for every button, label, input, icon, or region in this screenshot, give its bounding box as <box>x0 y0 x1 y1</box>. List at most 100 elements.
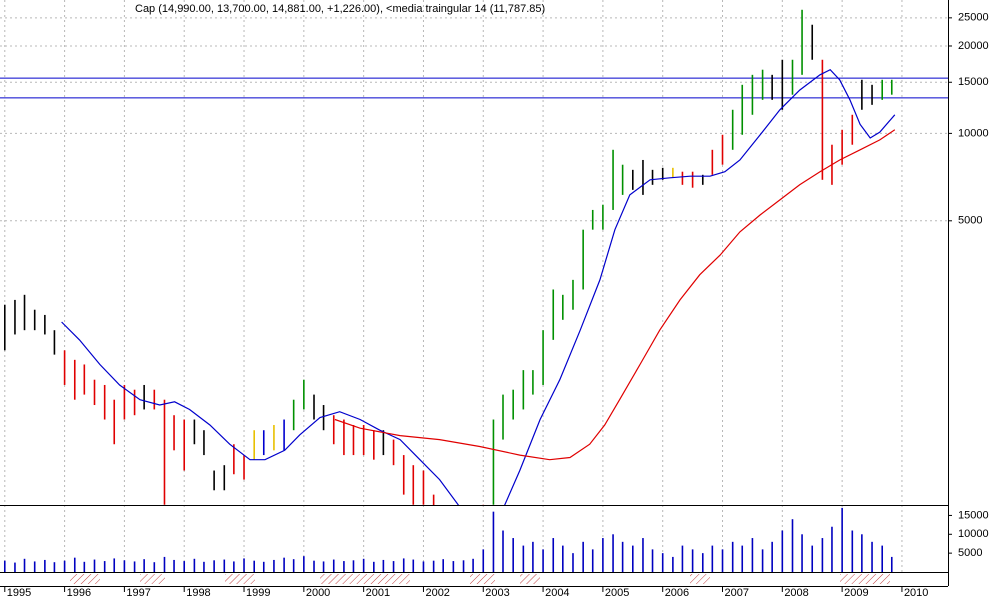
volume-bar <box>253 560 255 572</box>
volume-bar <box>681 545 684 572</box>
volume-bar <box>262 561 265 572</box>
volume-bar <box>153 562 156 572</box>
volume-bar <box>373 561 375 572</box>
volume-bar <box>861 534 863 572</box>
volume-bar <box>472 558 474 572</box>
price-panel <box>0 9 948 505</box>
volume-bar <box>432 560 435 572</box>
y-tick-label: 25000 <box>958 12 989 24</box>
volume-bar <box>233 561 235 572</box>
volume-bar <box>562 545 564 572</box>
volume-bar <box>352 560 355 572</box>
volume-bar <box>362 558 365 572</box>
volume-bar <box>322 561 325 572</box>
volume-bar <box>303 556 305 572</box>
volume-bar <box>691 549 694 572</box>
volume-bar <box>203 561 205 572</box>
strip-hatch <box>225 574 255 584</box>
moving-average <box>61 68 896 505</box>
x-tick-label: 1999 <box>246 587 270 599</box>
volume-bar <box>243 558 245 572</box>
y-tick-label: 15000 <box>958 76 989 88</box>
volume-bar <box>582 541 584 572</box>
volume-bar <box>14 562 16 572</box>
y-tick-label: 20000 <box>958 40 989 52</box>
volume-bar <box>890 556 893 572</box>
volume-bar <box>651 549 654 572</box>
strip-hatch <box>840 574 890 584</box>
volume-bar <box>761 549 764 572</box>
volume-bar <box>821 538 824 572</box>
volume-bar <box>841 507 843 572</box>
volume-bar <box>621 541 624 572</box>
volume-bar <box>113 558 116 572</box>
strip-hatch <box>70 574 100 584</box>
volume-bar <box>741 545 744 572</box>
volume-bar <box>23 558 26 572</box>
volume-bar <box>93 559 96 572</box>
y-tick-label: 10000 <box>958 127 989 139</box>
volume-bar <box>801 534 803 572</box>
volume-bar <box>731 541 734 572</box>
volume-bar <box>402 558 405 572</box>
x-tick-label: 2006 <box>665 587 689 599</box>
volume-bar <box>133 561 136 572</box>
volume-bar <box>103 561 106 572</box>
volume-bar <box>612 534 614 572</box>
x-tick-label: 1998 <box>186 587 210 599</box>
grid <box>0 0 948 572</box>
volume-bar <box>631 545 634 572</box>
strip-hatch <box>470 574 495 584</box>
y-tick-label: 10000 <box>958 528 989 540</box>
volume-bar <box>492 511 495 572</box>
volume-bar <box>343 561 345 572</box>
volume-bar <box>63 560 66 572</box>
moving-average <box>334 129 896 461</box>
x-tick-label: 2003 <box>485 587 509 599</box>
volume-bar <box>482 549 485 572</box>
volume-bar <box>163 556 166 572</box>
volume-bar <box>591 549 594 572</box>
volume-bar <box>143 559 145 572</box>
x-tick-label: 2001 <box>366 587 390 599</box>
volume-bar <box>522 545 525 572</box>
volume-bar <box>3 560 6 572</box>
volume-bar <box>881 545 884 572</box>
x-tick-label: 2007 <box>725 587 749 599</box>
volume-panel <box>3 507 893 572</box>
volume-bar <box>73 557 76 572</box>
volume-bar <box>213 560 215 572</box>
volume-bar <box>831 526 833 572</box>
x-tick-label: 2005 <box>605 587 629 599</box>
volume-bar <box>462 560 465 572</box>
strip-hatch <box>690 574 710 584</box>
x-tick-label: 2009 <box>844 587 868 599</box>
volume-bar <box>661 553 664 572</box>
volume-bar <box>851 530 854 572</box>
x-tick-label: 2010 <box>904 587 928 599</box>
volume-bar <box>382 559 385 572</box>
volume-bar <box>83 561 86 572</box>
volume-bar <box>532 541 534 572</box>
x-tick-label: 2004 <box>545 587 569 599</box>
strip-hatch <box>140 574 165 584</box>
volume-bar <box>552 538 555 572</box>
volume-bar <box>771 541 773 572</box>
volume-bar <box>442 559 444 572</box>
x-tick-label: 1995 <box>7 587 31 599</box>
x-tick-label: 1997 <box>126 587 150 599</box>
volume-bar <box>811 545 814 572</box>
volume-bar <box>392 561 395 572</box>
volume-bar <box>183 561 186 572</box>
volume-bar <box>223 559 226 572</box>
volume-bar <box>44 559 46 572</box>
volume-bar <box>422 561 425 572</box>
volume-bar <box>313 560 315 572</box>
y-tick-label: 5000 <box>958 215 982 227</box>
volume-bar <box>283 557 285 572</box>
volume-bar <box>672 556 674 572</box>
volume-bar <box>33 561 36 572</box>
volume-bar <box>292 559 295 572</box>
volume-bar <box>642 538 644 572</box>
